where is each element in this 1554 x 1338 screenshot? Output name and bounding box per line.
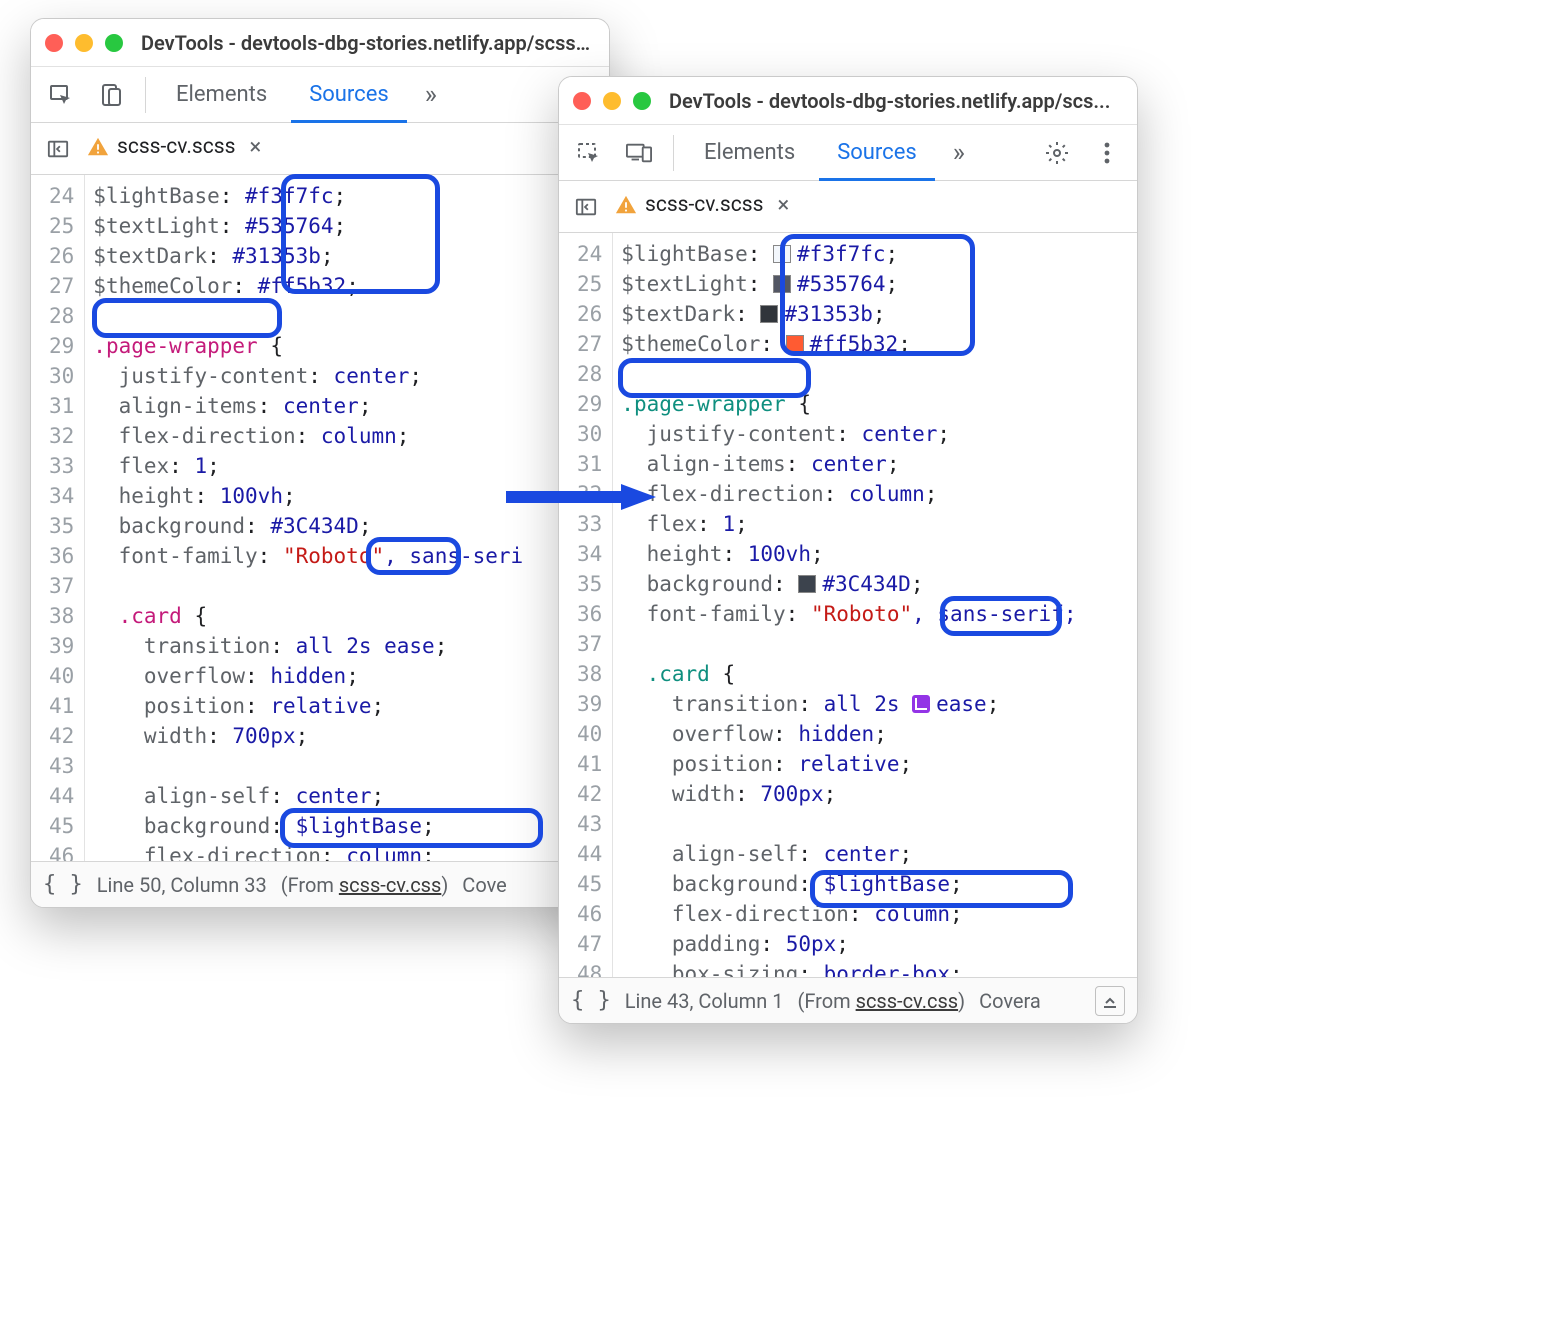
tabs-overflow-icon[interactable]: » [941, 138, 977, 168]
warning-icon [615, 194, 637, 216]
navigator-toggle-icon[interactable] [39, 130, 77, 168]
titlebar: DevTools - devtools-dbg-stories.netlify.… [559, 77, 1137, 125]
titlebar: DevTools - devtools-dbg-stories.netlify.… [31, 19, 609, 67]
more-menu-icon[interactable] [1085, 131, 1129, 175]
filebar: scss-cv.scss × [31, 123, 609, 175]
maximize-icon[interactable] [105, 34, 123, 52]
source-origin: (From scss-cv.css) [281, 873, 449, 897]
source-origin: (From scss-cv.css) [797, 989, 965, 1013]
cursor-position: Line 50, Column 33 [97, 873, 267, 897]
code-area[interactable]: $lightBase: #f3f7fc;$textLight: #535764;… [85, 175, 609, 861]
minimize-icon[interactable] [603, 92, 621, 110]
inspect-icon[interactable] [567, 131, 611, 175]
device-toggle-icon[interactable] [89, 73, 133, 117]
window-title: DevTools - devtools-dbg-stories.netlify.… [141, 31, 595, 55]
tab-sources[interactable]: Sources [819, 125, 935, 181]
devtools-window-left: DevTools - devtools-dbg-stories.netlify.… [30, 18, 610, 908]
tab-sources[interactable]: Sources [291, 67, 407, 123]
close-tab-icon[interactable]: × [249, 135, 261, 160]
comparison-arrow-icon [506, 484, 656, 510]
code-editor[interactable]: 2425262728293031323334353637383940414243… [31, 175, 609, 861]
tab-elements[interactable]: Elements [686, 125, 813, 181]
file-tab-name: scss-cv.scss [645, 193, 763, 217]
statusbar: { } Line 43, Column 1 (From scss-cv.css)… [559, 977, 1137, 1023]
warning-icon [87, 136, 109, 158]
source-origin-link[interactable]: scss-cv.css [339, 873, 441, 897]
close-icon[interactable] [45, 34, 63, 52]
tabs-overflow-icon[interactable]: » [413, 80, 449, 110]
traffic-lights [45, 34, 123, 52]
filebar: scss-cv.scss × [559, 181, 1137, 233]
settings-icon[interactable] [1035, 131, 1079, 175]
window-title: DevTools - devtools-dbg-stories.netlify.… [669, 89, 1110, 113]
source-origin-link[interactable]: scss-cv.css [856, 989, 958, 1013]
toolbar-separator [145, 77, 146, 113]
devtools-window-right: DevTools - devtools-dbg-stories.netlify.… [558, 76, 1138, 1024]
line-gutter: 2425262728293031323334353637383940414243… [31, 175, 85, 861]
close-tab-icon[interactable]: × [777, 193, 789, 218]
traffic-lights [573, 92, 651, 110]
statusbar: { } Line 50, Column 33 (From scss-cv.css… [31, 861, 609, 907]
toolbar: Elements Sources » [31, 67, 609, 123]
inspect-icon[interactable] [39, 73, 83, 117]
toolbar-separator [673, 135, 674, 171]
pretty-print-icon[interactable]: { } [571, 988, 611, 1013]
status-trail: Cove [462, 873, 506, 897]
maximize-icon[interactable] [633, 92, 651, 110]
close-icon[interactable] [573, 92, 591, 110]
code-area[interactable]: $lightBase: #f3f7fc;$textLight: #535764;… [613, 233, 1137, 977]
file-tab-scss[interactable]: scss-cv.scss × [613, 181, 803, 233]
toolbar: Elements Sources » [559, 125, 1137, 181]
tab-elements[interactable]: Elements [158, 67, 285, 123]
pretty-print-icon[interactable]: { } [43, 872, 83, 897]
device-toggle-icon[interactable] [617, 131, 661, 175]
status-trail: Covera [979, 989, 1041, 1013]
file-tab-name: scss-cv.scss [117, 135, 235, 159]
minimize-icon[interactable] [75, 34, 93, 52]
line-gutter: 2425262728293031323334353637383940414243… [559, 233, 613, 977]
cursor-position: Line 43, Column 1 [625, 989, 784, 1013]
expand-drawer-icon[interactable] [1095, 986, 1125, 1016]
navigator-toggle-icon[interactable] [567, 188, 605, 226]
file-tab-scss[interactable]: scss-cv.scss × [85, 123, 275, 175]
code-editor[interactable]: 2425262728293031323334353637383940414243… [559, 233, 1137, 977]
